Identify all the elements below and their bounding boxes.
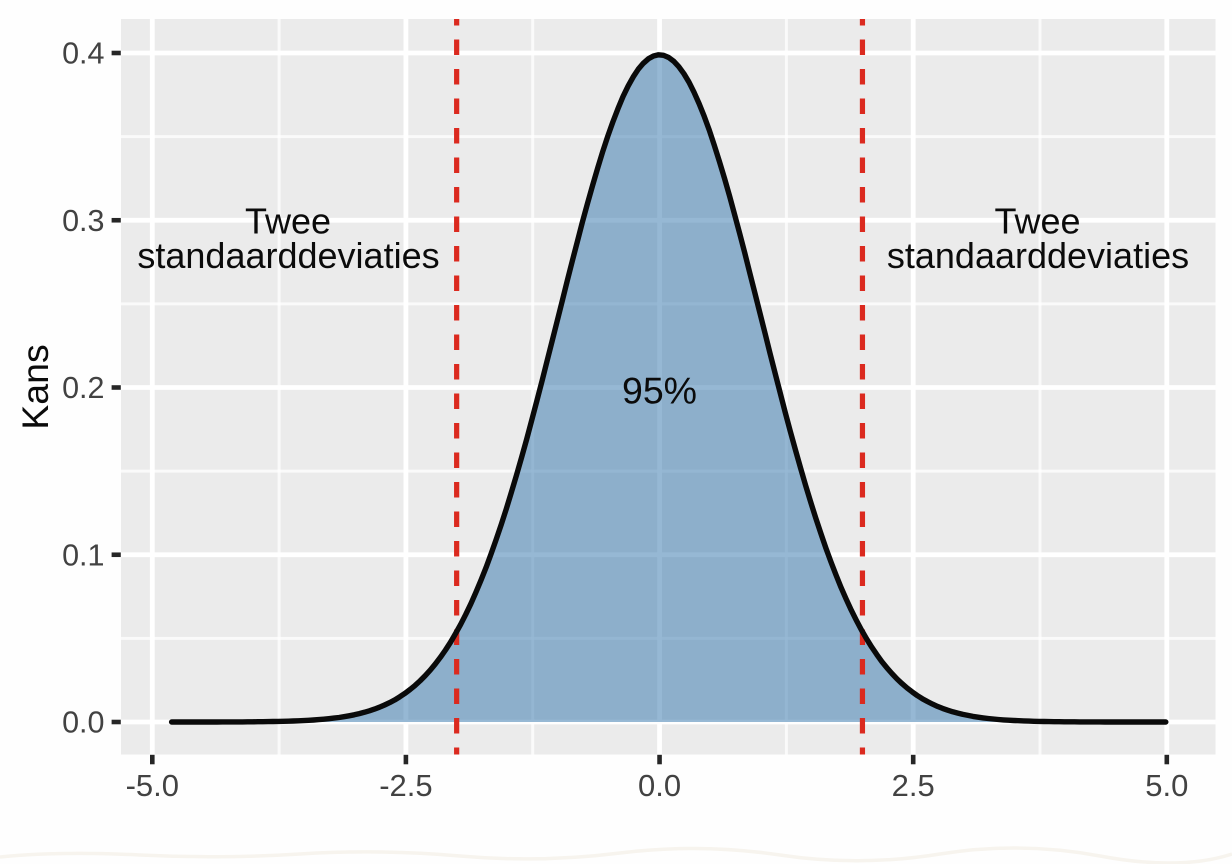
svg-text:0.1: 0.1 — [62, 539, 104, 573]
svg-text:Twee: Twee — [245, 201, 331, 242]
svg-text:standaarddeviaties: standaarddeviaties — [887, 235, 1189, 276]
svg-text:95%: 95% — [622, 370, 697, 412]
svg-text:0.2: 0.2 — [62, 371, 104, 405]
svg-text:0.0: 0.0 — [62, 706, 104, 740]
svg-text:0.4: 0.4 — [62, 37, 104, 71]
svg-text:standaarddeviaties: standaarddeviaties — [137, 235, 439, 276]
svg-text:0.0: 0.0 — [638, 768, 681, 803]
svg-text:Kans: Kans — [14, 344, 56, 429]
svg-text:-2.5: -2.5 — [379, 768, 432, 803]
svg-text:5.0: 5.0 — [1145, 768, 1188, 803]
svg-text:0.3: 0.3 — [62, 204, 104, 238]
svg-text:2.5: 2.5 — [892, 768, 935, 803]
svg-text:Twee: Twee — [994, 201, 1080, 242]
svg-text:-5.0: -5.0 — [126, 768, 179, 803]
